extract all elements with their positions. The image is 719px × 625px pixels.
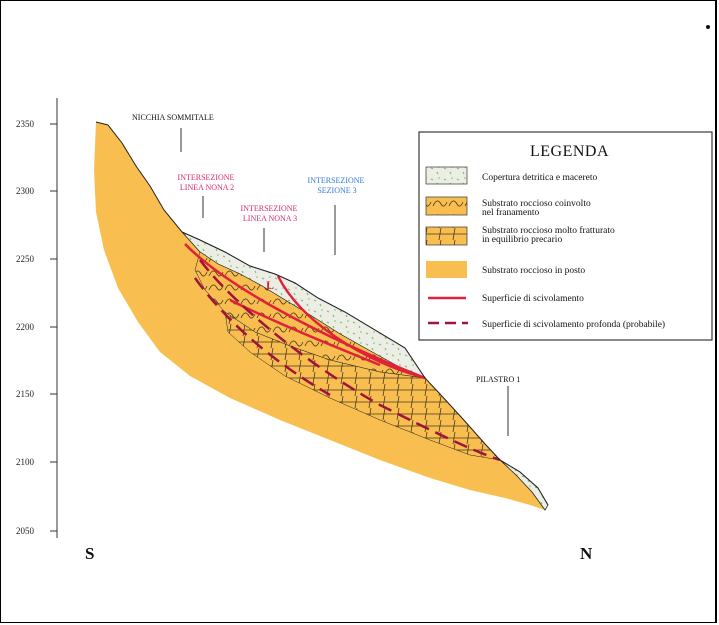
y-tick-label-2050: 2050 (16, 526, 35, 536)
legend-swatch-in-place (426, 261, 467, 278)
legend-swatch-debris (425, 166, 468, 185)
legend-label-debris: Copertura detritica e macereto (482, 173, 598, 183)
slip-surface-line (276, 275, 426, 380)
legend-label-involved: Substrato roccioso coinvolto nel franame… (482, 199, 593, 218)
y-tick-label-2300: 2300 (16, 186, 35, 196)
legend-title: LEGENDA (530, 143, 609, 160)
deep-slip-surface-line (193, 277, 331, 397)
legend-box (418, 131, 713, 341)
legend-label-slip: Superficie di scivolamento (482, 293, 584, 304)
corner-dot (706, 25, 710, 29)
slip-mark-label: L (266, 278, 274, 292)
y-tick-label-2250: 2250 (16, 254, 35, 264)
legend-swatch-involved (425, 196, 468, 216)
direction-south-label: S (85, 544, 94, 563)
y-tick-label-2350: 2350 (16, 119, 35, 129)
legend: LEGENDA Copertura detritica e macereto S… (418, 131, 713, 341)
direction-north-label: N (580, 544, 593, 563)
y-tick-label-2200: 2200 (16, 322, 35, 332)
legend-label-in-place: Substrato roccioso in posto (482, 266, 585, 276)
callout-linea-nona-2: INTERSEZIONE LINEA NONA 2 (178, 173, 237, 192)
y-tick-label-2150: 2150 (16, 389, 35, 399)
callout-sezione-3: INTERSEZIONE SEZIONE 3 (308, 176, 367, 195)
y-tick-label-2100: 2100 (16, 457, 35, 467)
callout-nicchia-sommitale: NICCHIA SOMMITALE (132, 113, 214, 122)
legend-label-fractured: Substrato roccioso molto fratturato in e… (482, 225, 617, 245)
callout-linea-nona-3: INTERSEZIONE LINEA NONA 3 (241, 204, 300, 223)
y-axis-ticks (50, 123, 57, 532)
ground-surface-line (95, 121, 549, 506)
callout-pilastro-1: PILASTRO 1 (476, 375, 520, 384)
slip-surface-line (184, 243, 426, 380)
legend-swatch-fractured (425, 226, 468, 246)
deep-slip-surface-line (199, 259, 501, 462)
legend-label-deep-slip: Superficie di scivolamento profonda (pro… (482, 319, 665, 330)
